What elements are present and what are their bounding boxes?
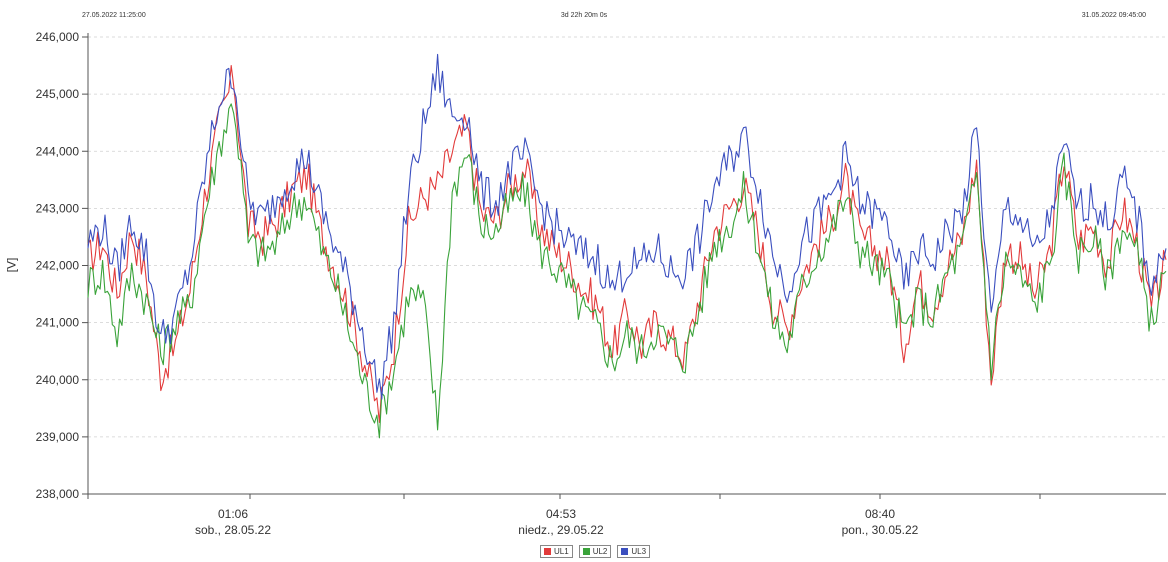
y-tick-label: 245,000: [36, 87, 80, 101]
ul3-line: [87, 53, 1167, 400]
legend-swatch-ul3: [621, 548, 629, 555]
legend-item-ul3[interactable]: UL3: [617, 545, 651, 558]
y-tick-label: 242,000: [36, 259, 80, 273]
end-timestamp: 31.05.2022 09:45:00: [1081, 12, 1146, 19]
start-timestamp: 27.05.2022 11:25:00: [82, 12, 146, 19]
legend-swatch-ul2: [582, 548, 590, 555]
legend-label-ul2: UL2: [592, 547, 608, 556]
legend-swatch-ul1: [544, 548, 551, 555]
x-tick-time: 04:53: [546, 507, 576, 521]
legend-item-ul2[interactable]: UL2: [578, 545, 612, 558]
ul2-line: [87, 103, 1167, 439]
time-span: 3d 22h 20m 0s: [560, 12, 608, 19]
y-tick-label: 238,000: [36, 487, 80, 501]
y-tick-label: 241,000: [36, 316, 80, 330]
y-tick-label: 244,000: [36, 144, 80, 158]
ul1-line: [87, 65, 1167, 424]
y-tick-label: 239,000: [36, 430, 80, 444]
x-tick-date: sob., 28.05.22: [195, 523, 271, 537]
y-axis-label: [V]: [4, 257, 19, 273]
legend-item-ul1[interactable]: UL1: [540, 545, 573, 558]
x-tick-date: pon., 30.05.22: [842, 523, 919, 537]
legend: UL1 UL2 UL3: [540, 545, 651, 558]
x-tick-time: 08:40: [865, 507, 895, 521]
y-tick-label: 246,000: [36, 30, 80, 44]
y-tick-label: 240,000: [36, 373, 80, 387]
x-tick-time: 01:06: [218, 507, 248, 521]
legend-label-ul3: UL3: [631, 547, 647, 556]
x-tick-date: niedz., 29.05.22: [518, 523, 604, 537]
y-tick-label: 243,000: [36, 201, 80, 215]
legend-label-ul1: UL1: [554, 547, 569, 556]
